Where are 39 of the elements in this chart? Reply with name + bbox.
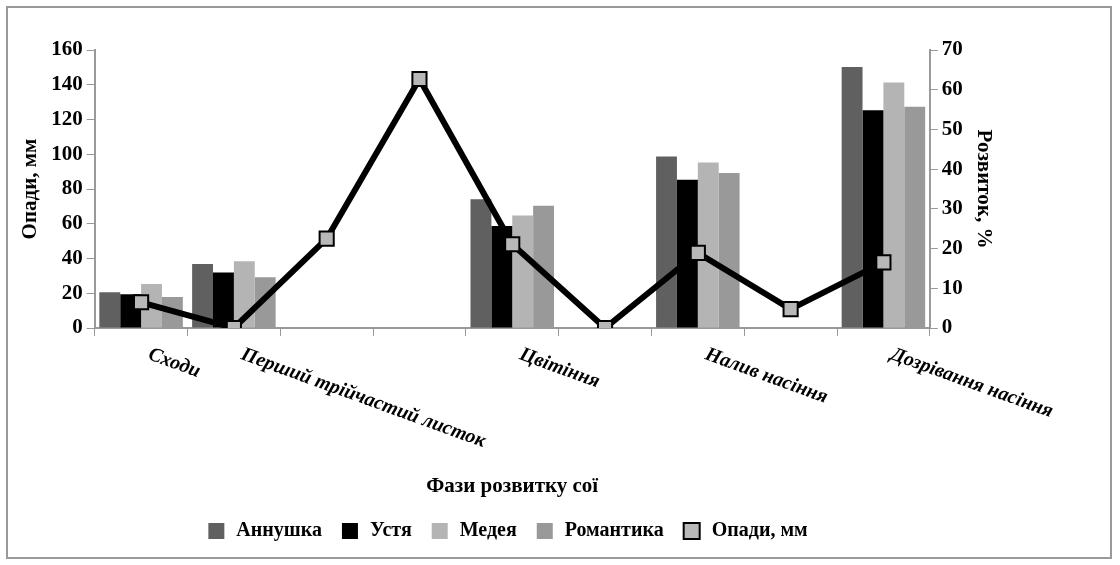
y2-tick-label: 20 xyxy=(941,234,963,259)
bar xyxy=(841,67,863,328)
legend-label: Опади, мм xyxy=(711,518,808,541)
y-tick-label: 40 xyxy=(61,244,83,269)
x-tick-label: Налив насіння xyxy=(701,341,832,407)
point xyxy=(133,294,150,311)
y-tick-label: 160 xyxy=(51,36,83,61)
legend-label: Устя xyxy=(369,518,412,541)
bar xyxy=(99,292,121,328)
y-axis-title: Опади, мм xyxy=(17,138,42,240)
y2-axis-title: Розвиток, % xyxy=(972,129,997,249)
point xyxy=(782,300,799,318)
y-tick-label: 100 xyxy=(51,140,83,165)
bar xyxy=(656,156,677,328)
y2-tick-label: 40 xyxy=(941,155,963,180)
x-tick-label: Сходи xyxy=(145,341,204,381)
y2-tick-label: 30 xyxy=(941,195,963,220)
y2-tick-label: 10 xyxy=(941,274,963,299)
x-axis-title: Фази розвитку сої xyxy=(426,472,599,497)
point xyxy=(504,236,521,253)
y-tick-label: 140 xyxy=(51,71,83,96)
y-tick-label: 0 xyxy=(72,314,83,339)
y-tick-label: 20 xyxy=(61,279,83,304)
legend-label: Романтика xyxy=(564,518,664,541)
y2-tick-label: 60 xyxy=(941,76,963,101)
point xyxy=(411,70,428,88)
legend-label: Медея xyxy=(459,518,517,541)
y-tick-label: 80 xyxy=(61,175,83,200)
bar xyxy=(470,199,492,328)
point xyxy=(318,230,335,247)
bar xyxy=(192,264,214,328)
y2-tick-label: 0 xyxy=(941,314,953,339)
point xyxy=(689,244,706,262)
point xyxy=(875,254,892,271)
y-tick-label: 60 xyxy=(61,210,83,235)
y2-tick-label: 70 xyxy=(941,36,963,61)
y2-tick-label: 50 xyxy=(941,115,963,140)
legend-label: Аннушка xyxy=(236,518,322,542)
y-tick-label: 120 xyxy=(51,105,83,130)
